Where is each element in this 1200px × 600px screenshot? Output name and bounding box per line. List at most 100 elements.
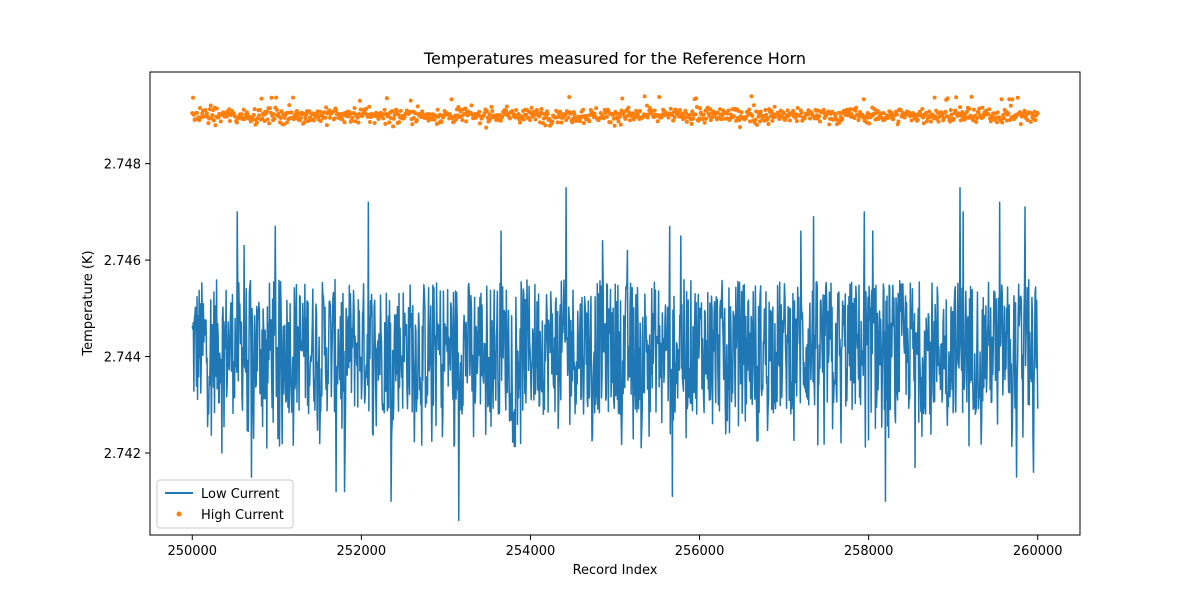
high-current-point: [484, 109, 489, 114]
high-current-point: [611, 113, 616, 118]
high-current-point: [795, 105, 800, 110]
high-current-point: [584, 113, 589, 118]
high-current-point: [281, 122, 286, 127]
high-current-point: [766, 122, 771, 127]
high-current-point: [269, 95, 274, 100]
high-current-point: [616, 119, 621, 124]
high-current-point: [837, 120, 842, 125]
high-current-point: [793, 115, 798, 120]
high-current-point: [726, 108, 731, 113]
high-current-point: [464, 119, 469, 124]
high-current-point: [971, 107, 976, 112]
x-tick-label: 254000: [506, 544, 556, 559]
high-current-point: [537, 120, 542, 125]
high-current-point: [567, 94, 572, 99]
high-current-point: [974, 116, 979, 121]
high-current-point: [838, 110, 843, 115]
high-current-point: [763, 107, 768, 112]
high-current-point: [570, 120, 575, 125]
high-current-point: [218, 119, 223, 124]
high-current-point: [352, 106, 357, 111]
high-current-point: [342, 120, 347, 125]
high-current-point: [1022, 108, 1027, 113]
high-current-point: [1015, 95, 1020, 100]
high-current-point: [413, 111, 418, 116]
high-current-point: [559, 120, 564, 125]
high-current-point: [698, 106, 703, 111]
high-current-point: [334, 108, 339, 113]
high-current-point: [318, 119, 323, 124]
high-current-point: [948, 108, 953, 113]
high-current-point: [644, 103, 649, 108]
high-current-point: [611, 116, 616, 121]
high-current-point: [367, 119, 372, 124]
high-current-point: [648, 106, 652, 111]
high-current-point: [251, 117, 256, 122]
high-current-point: [239, 112, 244, 117]
y-axis: 2.742 2.744 2.746 2.748: [104, 158, 150, 462]
high-current-point: [542, 111, 547, 116]
high-current-point: [578, 119, 582, 124]
high-current-point: [875, 108, 880, 113]
legend: Low Current High Current: [156, 479, 294, 529]
high-current-point: [197, 106, 202, 111]
high-current-point: [924, 119, 929, 124]
high-current-point: [701, 112, 706, 117]
high-current-point: [980, 105, 985, 110]
high-current-point: [1006, 111, 1011, 116]
high-current-point: [504, 104, 509, 109]
high-current-point: [211, 118, 216, 123]
high-current-point: [484, 125, 489, 130]
high-current-point: [671, 118, 676, 123]
high-current-point: [896, 119, 901, 124]
high-current-point: [564, 118, 569, 123]
high-current-point: [928, 119, 933, 124]
high-current-point: [1001, 116, 1006, 121]
high-current-point: [954, 95, 959, 100]
high-current-point: [298, 116, 303, 121]
high-current-point: [367, 104, 372, 109]
high-current-point: [791, 108, 796, 113]
high-current-point: [817, 114, 822, 119]
high-current-point: [274, 107, 279, 112]
high-current-point: [204, 111, 209, 116]
high-current-point: [364, 106, 369, 111]
high-current-point: [317, 109, 322, 114]
high-current-point: [794, 119, 799, 124]
high-current-point: [921, 121, 926, 126]
high-current-point: [808, 116, 813, 121]
high-current-point: [949, 112, 954, 117]
high-current-point: [490, 109, 495, 114]
high-current-point: [390, 109, 395, 113]
high-current-point: [382, 107, 387, 112]
high-current-point: [355, 115, 360, 120]
high-current-point: [398, 108, 403, 113]
high-current-point: [566, 115, 571, 120]
high-current-point: [407, 109, 412, 114]
high-current-point: [625, 113, 630, 118]
high-current-point: [894, 109, 899, 114]
high-current-point: [628, 118, 632, 123]
high-current-point: [259, 96, 264, 101]
high-current-point: [267, 121, 272, 126]
high-current-point: [604, 114, 609, 119]
high-current-point: [324, 123, 329, 128]
high-current-point: [891, 117, 896, 122]
high-current-point: [984, 108, 989, 113]
high-current-point: [852, 116, 857, 120]
plot-area: [190, 94, 1040, 522]
high-current-point: [936, 119, 941, 124]
high-current-point: [274, 95, 279, 100]
high-current-point: [372, 121, 377, 126]
high-current-point: [500, 114, 505, 119]
high-current-point: [420, 109, 425, 114]
high-current-point: [262, 119, 267, 124]
x-axis-label: Record Index: [573, 563, 658, 578]
high-current-point: [322, 110, 327, 115]
high-current-point: [594, 106, 599, 111]
high-current-point: [958, 105, 963, 110]
high-current-point: [620, 96, 625, 101]
x-tick-label: 256000: [675, 544, 725, 559]
high-current-point: [799, 110, 804, 115]
high-current-point: [948, 119, 953, 124]
